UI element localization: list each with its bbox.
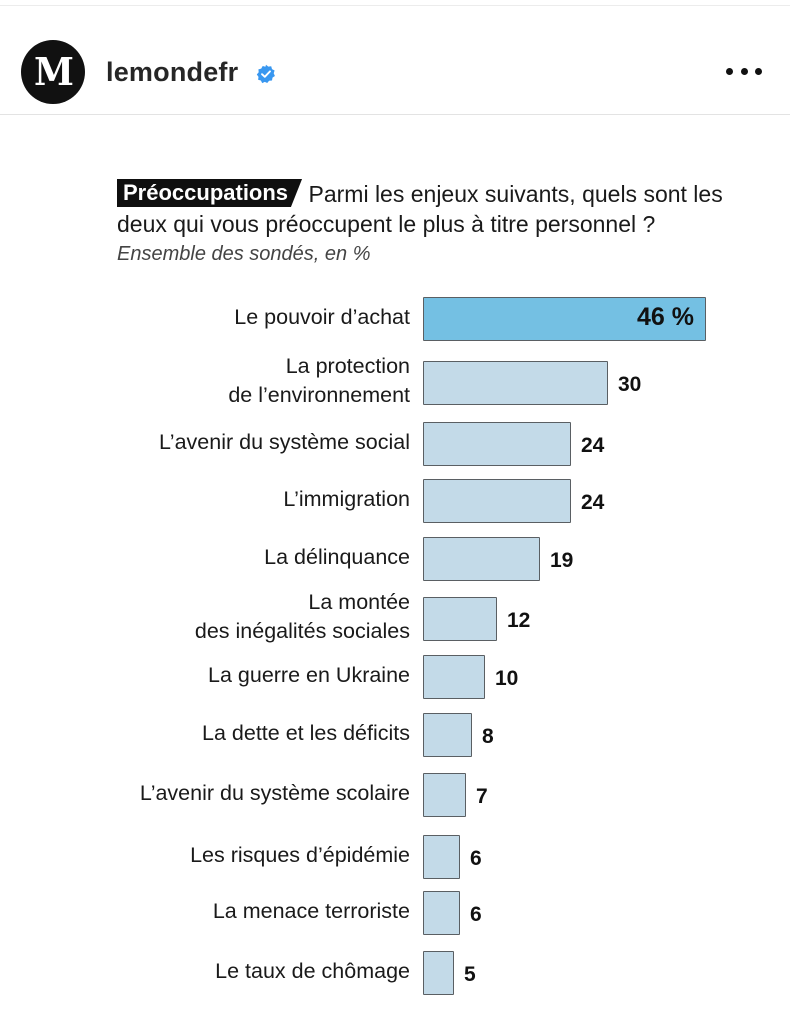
bar-value-label: 12 — [507, 609, 531, 632]
bar-label-line: La dette et les déficits — [202, 720, 410, 745]
chart-subtitle: Ensemble des sondés, en % — [117, 243, 371, 265]
bar-value-label: 8 — [482, 725, 494, 748]
bar-value-label: 30 — [618, 373, 642, 396]
bar — [423, 655, 485, 699]
bar-label-line: Le taux de chômage — [215, 958, 410, 983]
bar — [423, 422, 571, 466]
chart-tag: Préoccupations — [117, 179, 303, 207]
avatar-logo-icon: M — [33, 49, 74, 94]
top-divider — [0, 5, 790, 6]
bar-label-line: La guerre en Ukraine — [208, 662, 410, 687]
chart-title: Parmi les enjeux suivants, quels sont le… — [117, 181, 723, 237]
bar-label-line: La menace terroriste — [212, 898, 410, 923]
bar-value-label: 7 — [476, 785, 488, 808]
more-options-button[interactable] — [726, 64, 762, 78]
bar-label-line: L’immigration — [283, 486, 410, 511]
bar-label: L’immigration — [283, 485, 410, 514]
bar — [423, 297, 706, 341]
bar-value-label: 24 — [581, 434, 605, 457]
chart-title-block: Préoccupations Parmi les enjeux suivants… — [117, 179, 757, 268]
bar-label-line: La protection — [285, 354, 410, 378]
bar — [423, 361, 608, 405]
bar-label: L’avenir du système scolaire — [140, 779, 410, 808]
bar-label: La menace terroriste — [213, 897, 410, 926]
bar-label-line: La délinquance — [264, 544, 410, 569]
avatar[interactable]: M — [21, 40, 85, 104]
bar-value-label: 24 — [581, 491, 605, 514]
bar-label-line: L’avenir du système social — [159, 429, 410, 454]
bar — [423, 951, 454, 995]
chart: Préoccupations Parmi les enjeux suivants… — [0, 115, 790, 1024]
bar-label: Les risques d’épidémie — [190, 841, 410, 870]
header-divider — [0, 114, 790, 115]
bar-value-label: 10 — [495, 667, 519, 690]
bar — [423, 891, 460, 935]
bar-label: La délinquance — [264, 543, 410, 572]
post-header: M lemondefr — [0, 20, 790, 114]
bar-label-line: L’avenir du système scolaire — [139, 780, 410, 805]
bar-label: L’avenir du système social — [159, 428, 410, 457]
bar — [423, 773, 466, 817]
bar-label-line: Le pouvoir d’achat — [234, 304, 410, 329]
bar-value-label: 6 — [470, 903, 482, 926]
bar-value-label: 5 — [464, 963, 476, 986]
bar-label-line: des inégalités sociales — [194, 619, 410, 643]
bar — [423, 713, 472, 757]
bar-label: La montée des inégalités sociales — [195, 588, 410, 646]
bar-value-label: 19 — [550, 549, 574, 572]
bar — [423, 835, 460, 879]
verified-badge-icon — [256, 64, 275, 84]
bar — [423, 537, 540, 581]
bar-label-line: La montée — [308, 590, 410, 614]
more-dot-icon — [726, 67, 733, 75]
more-dot-icon — [740, 67, 748, 75]
bar-label-line: de l’environnement — [228, 383, 410, 407]
bar-label: Le pouvoir d’achat — [234, 303, 410, 332]
bar — [423, 597, 497, 641]
bar-label: Le taux de chômage — [215, 957, 410, 986]
username-link[interactable]: lemondefr — [106, 57, 239, 87]
bar-value-label: 46 % — [637, 303, 694, 331]
more-dot-icon — [755, 67, 762, 75]
bar — [423, 479, 571, 523]
bar-label: La protection de l’environnement — [228, 352, 410, 410]
bar-label: La guerre en Ukraine — [208, 661, 410, 690]
bar-label: La dette et les déficits — [202, 719, 410, 748]
bar-value-label: 6 — [470, 847, 482, 870]
bar-label-line: Les risques d’épidémie — [190, 842, 410, 867]
